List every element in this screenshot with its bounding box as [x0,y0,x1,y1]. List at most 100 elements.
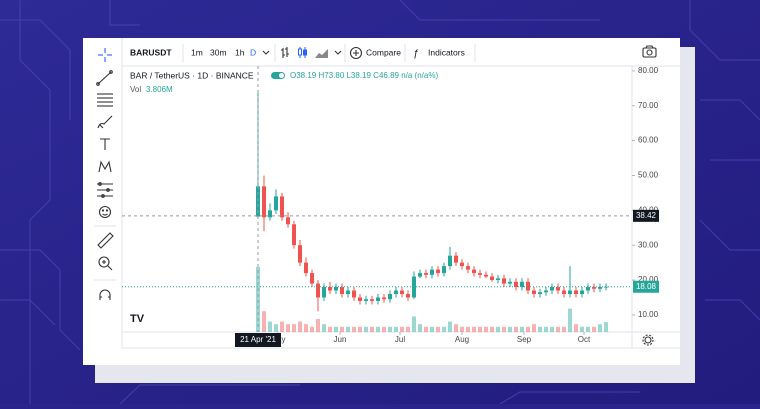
volume-bar [532,324,536,332]
candle-body [592,287,596,289]
magnet-tool[interactable] [99,289,111,300]
candles-style[interactable] [303,49,307,56]
candle-body [358,297,362,301]
pattern-tool[interactable] [98,160,112,173]
trend-line-tool[interactable] [96,70,113,86]
volume-bar [562,326,566,332]
candle-body [430,269,434,275]
candle-body [304,262,308,274]
prediction-tool[interactable] [97,182,113,198]
indicators[interactable]: Indicators [428,47,465,57]
volume-bar [322,324,326,332]
bars-style[interactable] [281,47,289,58]
interval[interactable]: 1h [235,47,245,57]
volume-bar [520,326,524,332]
candle-body [556,287,560,291]
candle-body [484,274,488,277]
volume-bar [358,326,362,332]
volume-bar [316,319,320,332]
compare[interactable]: Compare [366,47,401,57]
crosshair-price-label: 38.42 [636,211,657,220]
interval[interactable]: 1m [191,47,203,57]
fx-icon[interactable]: ƒ [413,49,419,60]
candle-body [562,290,566,294]
interval[interactable]: 30m [210,47,227,57]
volume-bar [262,311,266,332]
volume-bar [574,324,578,332]
volume-bar [544,326,548,332]
zoom-tool[interactable] [98,256,113,271]
crosshair-tool[interactable] [98,48,112,62]
volume-label: Vol [130,85,141,94]
volume-bar [592,326,596,332]
legend-toggle[interactable] [271,72,285,79]
x-tick-label: Sep [517,335,532,344]
logo[interactable]: TV [130,313,145,325]
candle-body [544,290,548,293]
volume-bar [274,324,278,332]
candle-body [280,196,284,218]
candle-body [376,297,380,301]
volume-bar [376,326,380,332]
candle-body [502,278,506,284]
candle-body [442,266,446,274]
candle-body [274,196,278,211]
candle-body [334,287,338,291]
brush-tool[interactable] [97,115,113,129]
compare-icon[interactable] [349,46,363,60]
chevron[interactable] [262,50,270,55]
y-tick-label: 70.00 [638,101,659,110]
volume-bar [286,324,290,332]
chevron[interactable] [334,50,342,55]
interval-active[interactable]: D [250,47,256,57]
candle-body [460,262,464,267]
volume-bar [526,326,530,332]
volume-bar [442,326,446,332]
volume-bar [454,324,458,332]
fib-tool[interactable] [97,93,113,107]
volume-bar [298,321,302,332]
y-tick-label: 80.00 [638,66,659,75]
candles-style[interactable] [298,48,302,56]
candle-body [424,273,428,275]
snapshot[interactable] [642,45,657,58]
candle-body [394,290,398,294]
volume-bar [496,326,500,332]
candle-body [490,276,494,281]
candle-body [352,290,356,298]
volume-bar [340,326,344,332]
volume-bar [430,326,434,332]
legend-title: BAR / TetherUS · 1D · BINANCE [130,70,254,80]
volume-bar [268,321,272,332]
candle-body [364,299,368,301]
volume-bar [310,326,314,332]
volume-bar [514,326,518,332]
candle-body [310,273,314,284]
area-style[interactable] [315,49,328,58]
settings[interactable] [642,334,654,346]
y-tick-label: 60.00 [638,136,659,145]
candle-body [262,186,266,218]
candle-body [574,290,578,294]
candle-body [400,290,404,294]
candle-body [466,266,470,270]
volume-bar [568,308,572,332]
volume-bar [304,324,308,332]
volume-bar [484,326,488,332]
volume-bar [346,326,350,332]
measure-tool[interactable] [97,232,114,249]
text-tool[interactable] [100,138,110,150]
icon-tool[interactable] [98,205,112,219]
legend-ohlc: O38.19 H73.80 L38.19 C46.89 n/a (n/a%) [290,71,438,80]
volume-bar [370,326,374,332]
candle-body [598,287,602,289]
candle-body [418,273,422,277]
volume-bar [550,326,554,332]
volume-bar [394,326,398,332]
crosshair-price-tag [633,209,659,222]
symbol[interactable]: BARUSDT [130,47,172,57]
volume-bar [508,326,512,332]
candle-body [406,294,410,298]
volume-bar [586,326,590,332]
drawing-toolbar [94,38,123,348]
